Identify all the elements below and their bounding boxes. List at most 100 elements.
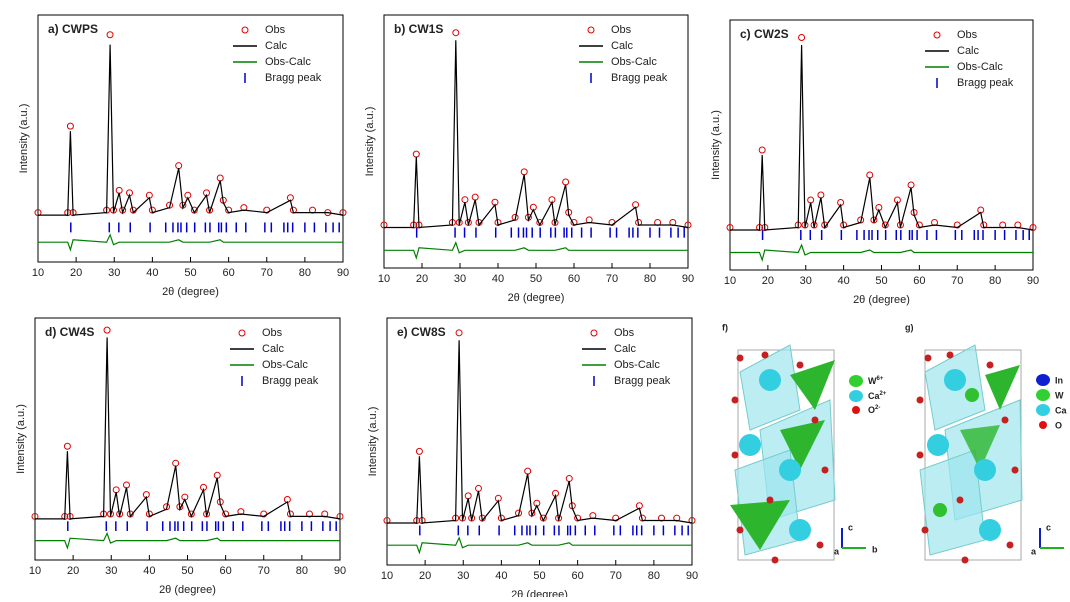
- tetrahedron: [790, 360, 835, 410]
- series-line: [35, 337, 341, 520]
- atom: [933, 503, 947, 517]
- panel-title: e) CW8S: [397, 325, 446, 339]
- series-line: [38, 44, 344, 216]
- obs-point: [206, 206, 214, 214]
- obs-point: [758, 146, 766, 154]
- legend-marker: [852, 406, 860, 414]
- x-axis-label: 2θ (degree): [508, 292, 565, 304]
- axis-label: c: [1046, 522, 1051, 532]
- x-tick-label: 90: [337, 267, 349, 279]
- legend-text: Bragg peak: [957, 77, 1014, 89]
- panel-title: d) CW4S: [45, 325, 94, 339]
- legend-text: W: [1055, 390, 1064, 400]
- x-tick-label: 90: [1027, 275, 1039, 287]
- x-tick-label: 60: [572, 570, 584, 582]
- x-tick-label: 70: [258, 565, 270, 577]
- legend-marker: [933, 31, 941, 39]
- x-tick-label: 20: [419, 570, 431, 582]
- x-tick-label: 50: [184, 267, 196, 279]
- series-line: [730, 243, 1033, 263]
- legend-text: Obs: [611, 24, 632, 36]
- x-tick-label: 60: [220, 565, 232, 577]
- legend-text: Obs-Calc: [265, 56, 311, 68]
- obs-point: [907, 181, 915, 189]
- legend-text: W6+: [868, 376, 884, 387]
- obs-point: [551, 218, 559, 226]
- legend-text: Ca2+: [868, 391, 887, 402]
- panel-label: f): [722, 322, 728, 332]
- tetrahedron: [730, 500, 790, 550]
- obs-point: [455, 329, 463, 337]
- legend-text: Bragg peak: [262, 375, 319, 387]
- polyhedron: [919, 449, 986, 556]
- x-tick-label: 10: [378, 273, 390, 285]
- panel: 10 20 30 40 50 60 70 80 90 2θ (degree) Intensity (…: [18, 14, 349, 298]
- legend-marker: [587, 26, 595, 34]
- obs-point: [175, 162, 183, 170]
- panel: 10 20 30 40 50 60 70 80 90 2θ (degree) Intensity (…: [15, 317, 346, 596]
- x-tick-label: 10: [381, 570, 393, 582]
- obs-point: [464, 218, 472, 226]
- tetrahedron: [985, 365, 1020, 410]
- x-tick-label: 60: [568, 273, 580, 285]
- symbol: W: [868, 376, 877, 386]
- symbol: Ca: [868, 391, 880, 401]
- x-tick-label: 80: [299, 267, 311, 279]
- legend-marker: [849, 375, 863, 387]
- obs-point: [222, 510, 230, 518]
- panel-title: b) CW1S: [394, 22, 443, 36]
- plot-frame: [729, 19, 1034, 271]
- legend-text: Calc: [614, 343, 637, 355]
- legend-marker: [1036, 389, 1050, 401]
- legend-text: Obs-Calc: [262, 359, 308, 371]
- legend-marker: [590, 329, 598, 337]
- legend-text: Ca: [1055, 405, 1067, 415]
- atom: [779, 459, 801, 481]
- obs-point: [112, 486, 120, 494]
- obs-point: [817, 191, 825, 199]
- x-tick-label: 40: [838, 275, 850, 287]
- x-tick-label: 90: [682, 273, 694, 285]
- y-axis-label: Intensity (a.u.): [18, 104, 30, 174]
- series-line: [730, 44, 1034, 231]
- obs-point: [213, 471, 221, 479]
- atom: [965, 388, 979, 402]
- x-tick-label: 70: [951, 275, 963, 287]
- panel-title: c) CW2S: [740, 27, 789, 41]
- legend-text: Calc: [265, 40, 288, 52]
- y-axis-label: Intensity (a.u.): [364, 107, 376, 177]
- oxygen-atoms: [916, 351, 1019, 564]
- structure-f: f) c a b W6+ Ca2+ O2-: [722, 322, 887, 564]
- axis-label: a: [1031, 546, 1037, 556]
- x-tick-label: 20: [416, 273, 428, 285]
- x-tick-label: 40: [146, 267, 158, 279]
- x-tick-label: 80: [989, 275, 1001, 287]
- legend-marker: [241, 26, 249, 34]
- x-tick-label: 80: [644, 273, 656, 285]
- x-tick-label: 60: [223, 267, 235, 279]
- obs-point: [286, 510, 294, 518]
- oxygen-atoms: [731, 351, 829, 564]
- x-tick-label: 30: [800, 275, 812, 287]
- x-axis-label: 2θ (degree): [853, 294, 910, 306]
- axis-label: a: [834, 546, 840, 556]
- series-line: [384, 40, 689, 229]
- obs-point: [475, 484, 482, 492]
- legend-text: Bragg peak: [611, 72, 668, 84]
- x-tick-label: 70: [606, 273, 618, 285]
- obs-point: [461, 196, 469, 204]
- legend-text: Obs: [957, 29, 978, 41]
- y-axis-label: Intensity (a.u.): [710, 110, 722, 180]
- x-tick-label: 30: [454, 273, 466, 285]
- x-tick-label: 50: [530, 273, 542, 285]
- obs-point: [562, 178, 570, 186]
- obs-point: [321, 510, 329, 518]
- x-tick-label: 10: [32, 267, 44, 279]
- axis-label: b: [872, 544, 878, 554]
- x-axis-label: 2θ (degree): [511, 589, 568, 597]
- charge: 2-: [875, 405, 880, 411]
- obs-point: [336, 512, 344, 520]
- panel-label: g): [905, 322, 914, 332]
- obs-point: [1029, 224, 1037, 231]
- legend-text: Obs: [262, 327, 283, 339]
